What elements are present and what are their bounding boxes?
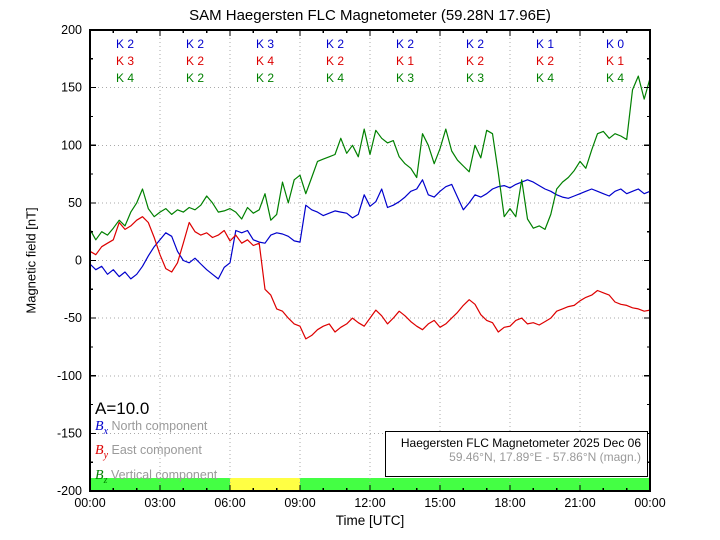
y-tick-label: 100: [61, 138, 82, 152]
series-bx: [89, 179, 651, 280]
y-tick-label: -200: [57, 484, 82, 498]
k-index-bz-col3: K 4: [325, 71, 344, 85]
k-index-bz-col7: K 4: [605, 71, 624, 85]
k-index-bz-col5: K 3: [465, 71, 484, 85]
k-index-bx-col1: K 2: [185, 37, 204, 51]
legend-item-bx: Bx North component: [95, 417, 217, 441]
legend-item-by: By East component: [95, 441, 217, 465]
y-axis-label: Magnetic field [nT]: [23, 207, 39, 314]
k-index-bz-col2: K 2: [255, 71, 274, 85]
x-tick-label: 03:00: [144, 496, 175, 510]
k-index-bx-col4: K 2: [395, 37, 414, 51]
legend: Bx North component By East component Bz …: [95, 417, 217, 490]
by-symbol: By: [95, 443, 109, 462]
k-index-bx-col0: K 2: [115, 37, 134, 51]
y-tick-label: 50: [68, 196, 82, 210]
y-tick-label: 200: [61, 23, 82, 37]
k-index-bx-col7: K 0: [605, 37, 624, 51]
a-index-annotation: A=10.0: [95, 399, 150, 418]
legend-label-by: East component: [111, 443, 202, 458]
k-index-by-col3: K 2: [325, 54, 344, 68]
activity-bar-segment: [300, 478, 650, 491]
chart-title: SAM Haegersten FLC Magnetometer (59.28N …: [189, 7, 551, 24]
x-tick-label: 00:00: [74, 496, 105, 510]
x-tick-label: 21:00: [564, 496, 595, 510]
bx-symbol: Bx: [95, 419, 109, 437]
k-index-by-col1: K 2: [185, 54, 204, 68]
k-index-bz-col4: K 3: [395, 71, 414, 85]
k-index-by-col7: K 1: [605, 54, 624, 68]
k-index-by-col4: K 1: [395, 54, 414, 68]
activity-bar-segment: [90, 478, 230, 491]
k-index-by-col5: K 2: [465, 54, 484, 68]
k-index-bx-col2: K 3: [255, 37, 274, 51]
x-axis-label: Time [UTC]: [335, 513, 405, 528]
legend-label-bx: North component: [111, 419, 208, 433]
station-info-line1: Haegersten FLC Magnetometer 2025 Dec 06: [400, 436, 641, 450]
activity-bar-segment: [230, 478, 300, 491]
legend-item-bz: Bz Vertical component: [95, 466, 217, 490]
x-tick-label: 12:00: [354, 496, 385, 510]
k-index-bx-col3: K 2: [325, 37, 344, 51]
k-index-bx-col5: K 2: [465, 37, 484, 51]
x-tick-label: 00:00: [634, 496, 665, 510]
station-info-line2: 59.46°N, 17.89°E - 57.86°N (magn.): [449, 450, 641, 464]
k-index-bx-col6: K 1: [535, 37, 554, 51]
y-tick-label: -150: [57, 426, 82, 440]
y-tick-label: -100: [57, 369, 82, 383]
x-tick-label: 18:00: [494, 496, 525, 510]
y-tick-label: 150: [61, 81, 82, 95]
series-bz: [89, 75, 651, 241]
k-index-by-col6: K 2: [535, 54, 554, 68]
x-tick-label: 09:00: [284, 496, 315, 510]
k-index-bz-col0: K 4: [115, 71, 134, 85]
y-tick-label: 0: [75, 254, 82, 268]
station-info-box: Haegersten FLC Magnetometer 2025 Dec 06 …: [385, 431, 648, 477]
x-tick-label: 15:00: [424, 496, 455, 510]
k-index-by-col2: K 4: [255, 54, 274, 68]
x-tick-label: 06:00: [214, 496, 245, 510]
k-index-by-col0: K 3: [115, 54, 134, 68]
k-index-bz-col6: K 4: [535, 71, 554, 85]
series-by: [89, 216, 651, 340]
k-index-bz-col1: K 2: [185, 71, 204, 85]
y-tick-label: -50: [64, 311, 82, 325]
bz-symbol: Bz: [95, 467, 108, 486]
legend-label-bz: Vertical component: [110, 467, 218, 482]
